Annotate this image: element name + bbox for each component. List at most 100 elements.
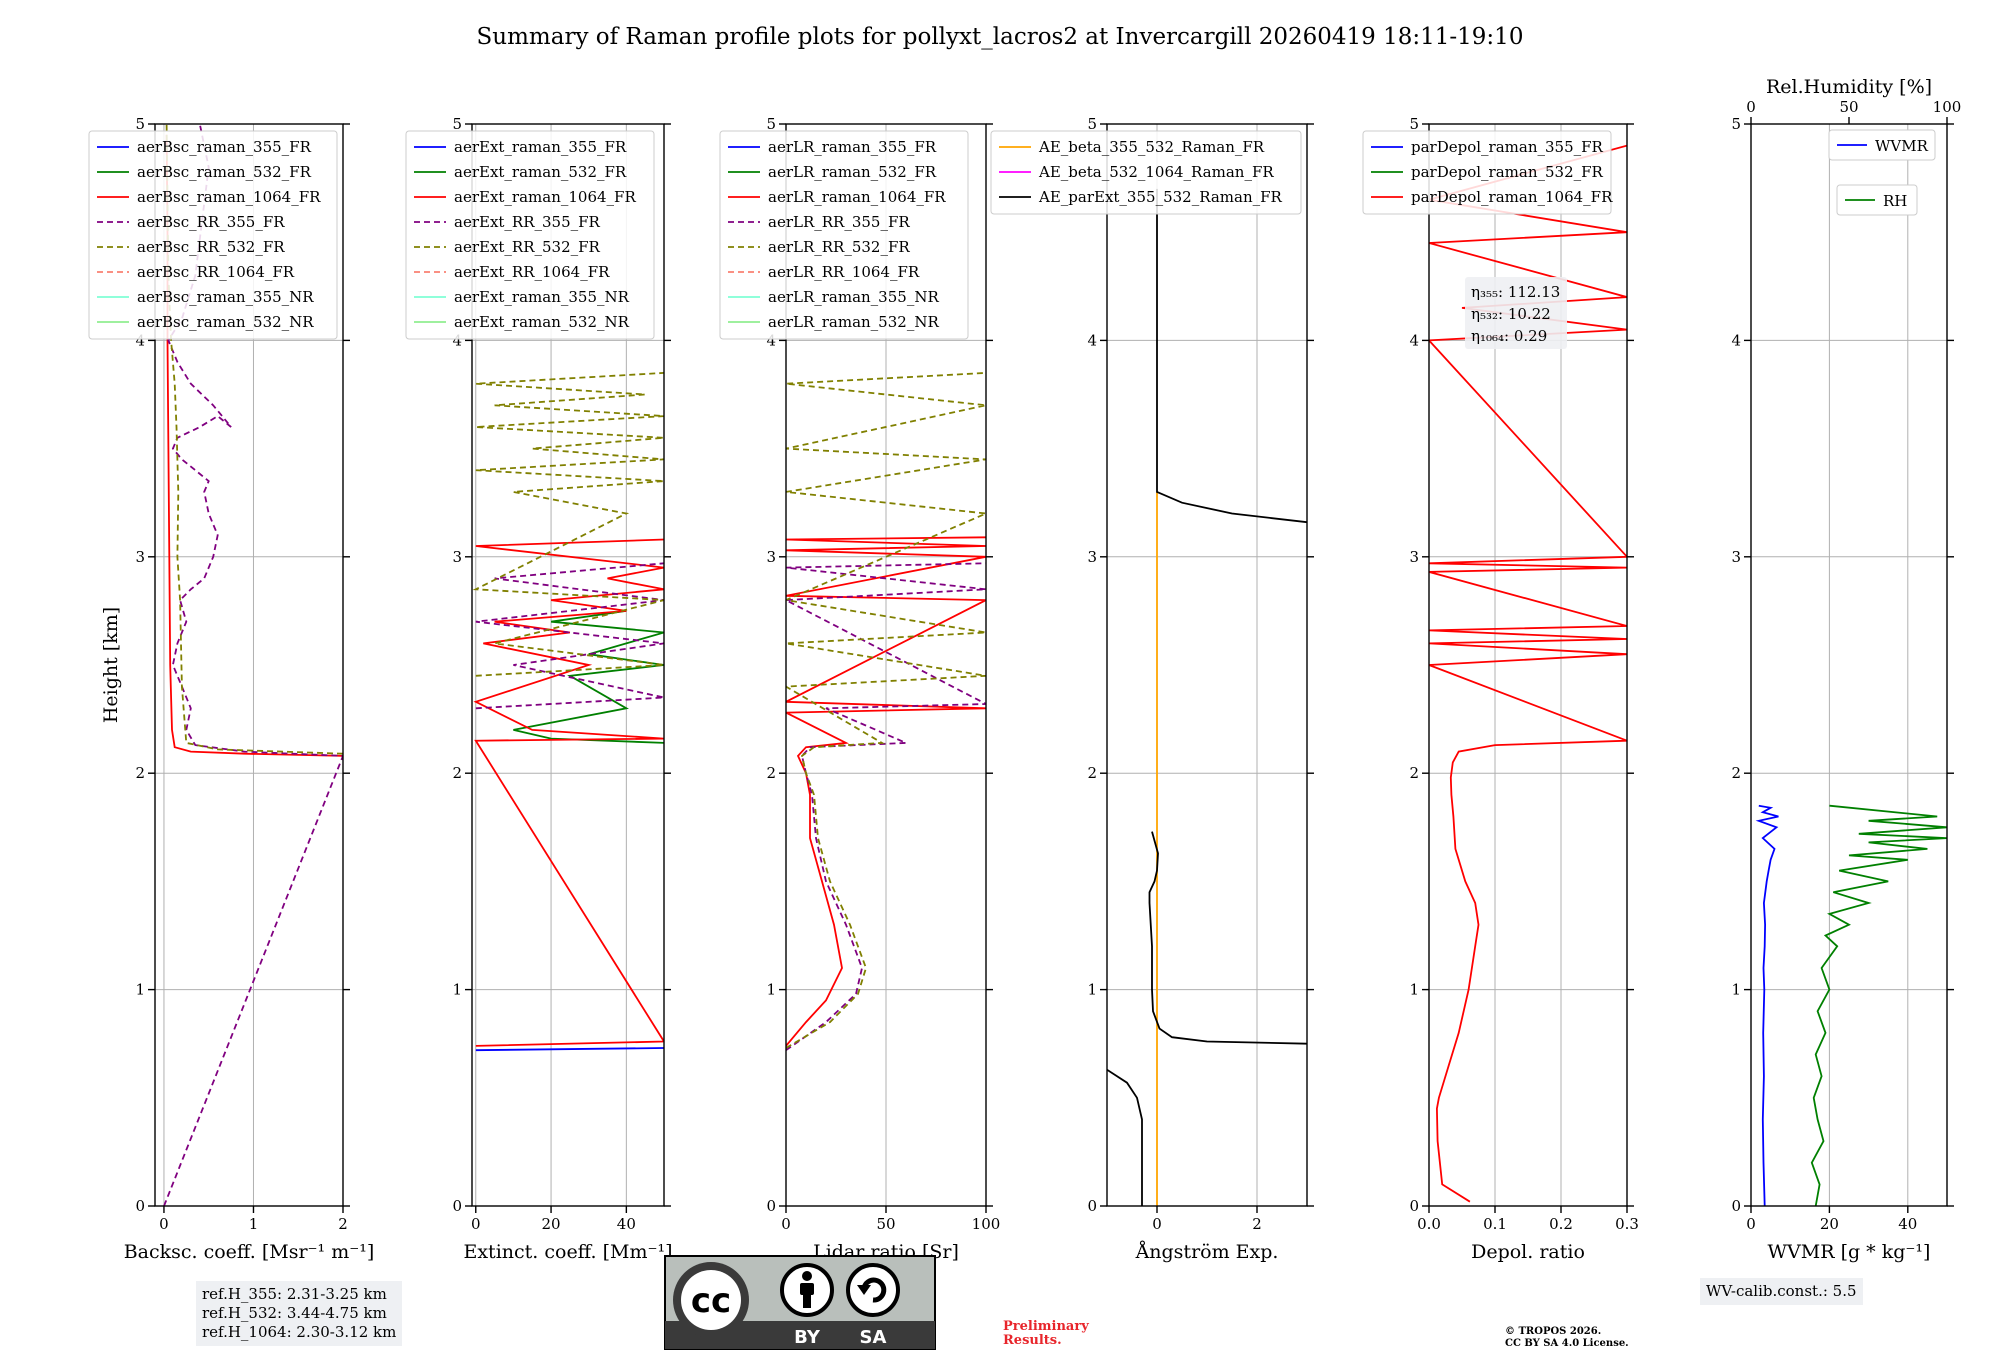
- x-tick-label: 50: [876, 1215, 895, 1233]
- cc-license-badge: cc BY SA: [664, 1255, 936, 1350]
- x-axis-label: Depol. ratio: [1471, 1241, 1585, 1263]
- annotation-box: [1465, 277, 1567, 349]
- series-line-AE_parExt_355_532_Raman_FR: [1107, 188, 1307, 1206]
- legend-box: [1362, 130, 1612, 215]
- wv-calib-const: WV-calib.const.: 5.5: [1706, 1282, 1857, 1300]
- legend-label: aerBsc_RR_532_FR: [137, 238, 285, 256]
- x-axis-label: Extinct. coeff. [Mm⁻¹]: [463, 1241, 672, 1263]
- preliminary-note: Preliminary Results.: [1003, 1320, 1089, 1348]
- preliminary-line-2: Results.: [1003, 1333, 1062, 1348]
- legend-label: aerLR_raman_1064_FR: [768, 188, 946, 206]
- y-tick-label: 1: [1087, 981, 1097, 999]
- y-tick-label: 3: [1087, 548, 1097, 566]
- legend-label: aerBsc_raman_532_NR: [137, 313, 314, 331]
- legend-label: AE_beta_532_1064_Raman_FR: [1038, 163, 1274, 181]
- chart-panel-angstrom: 0 1 2 3 4 5 0 2 Ångström Exp. AE_beta_355_532_Ram…: [990, 115, 1314, 1263]
- legend-label: aerBsc_raman_532_FR: [137, 163, 312, 181]
- copyright-line-1: © TROPOS 2026.: [1505, 1326, 1602, 1337]
- x-tick-label: 1: [249, 1215, 259, 1233]
- y-tick-label: 5: [766, 115, 776, 133]
- wv-calib-box: WV-calib.const.: 5.5: [1700, 1278, 1863, 1305]
- y-tick-label: 4: [1409, 331, 1419, 349]
- series-group: [1755, 804, 1947, 1206]
- x-axis-label: Ångström Exp.: [1135, 1241, 1279, 1263]
- legend-label: aerExt_RR_355_FR: [454, 213, 601, 231]
- x-tick-label: 20: [1820, 1215, 1839, 1233]
- legend-label: aerExt_RR_1064_FR: [454, 263, 610, 281]
- series-line-aerExt_RR_355_FR: [475, 562, 664, 710]
- annotation-line: η₅₃₂: 10.22: [1471, 305, 1551, 323]
- ref-height-532: ref.H_532: 3.44-4.75 km: [202, 1304, 387, 1322]
- x-tick-label: 0: [471, 1215, 481, 1233]
- y-tick-label: 4: [1087, 331, 1097, 349]
- y-tick-label: 4: [766, 331, 776, 349]
- chart-panel-backscatter: 0 1 2 3 4 5 0 1 2 Backsc. coeff. [Msr⁻¹ m⁻¹] Heigh…: [88, 115, 374, 1263]
- y-tick-label: 3: [135, 548, 145, 566]
- x-tick-label: 0: [781, 1215, 791, 1233]
- x2-tick-label: 0: [1746, 98, 1756, 116]
- figure-title: Summary of Raman profile plots for polly…: [477, 24, 1524, 50]
- x2-tick-label: 100: [1933, 98, 1962, 116]
- legend: aerLR_raman_355_FR aerLR_raman_532_FR aerL…: [719, 130, 969, 340]
- y-tick-label: 5: [135, 115, 145, 133]
- legend-label: aerBsc_RR_355_FR: [137, 213, 285, 231]
- legend: aerExt_raman_355_FR aerExt_raman_532_FRae…: [405, 130, 655, 340]
- x-tick-label: 0.1: [1483, 1215, 1507, 1233]
- y-tick-label: 5: [1409, 115, 1419, 133]
- legend-label: AE_beta_355_532_Raman_FR: [1038, 138, 1265, 156]
- legend-label: AE_parExt_355_532_Raman_FR: [1038, 188, 1283, 206]
- copyright-note: © TROPOS 2026. CC BY SA 4.0 License.: [1505, 1326, 1629, 1350]
- series-line-aerLR_RR_355_FR: [786, 562, 986, 1051]
- y-tick-label: 2: [452, 764, 462, 782]
- x-tick-label: 20: [542, 1215, 561, 1233]
- ref-height-355: ref.H_355: 2.31-3.25 km: [202, 1285, 387, 1303]
- series-group: [1429, 144, 1627, 1203]
- chart-panel-depolarization: 0 1 2 3 4 5 0.0 0.1 0.2 0.3 Depol. ratio parDepol_r…: [1362, 115, 1639, 1263]
- legend-box: [1828, 129, 1936, 161]
- plot-frame: [471, 123, 665, 1207]
- share-alike-icon: [846, 1263, 900, 1317]
- legend: WVMR: [1828, 129, 1936, 161]
- legend-label: WVMR: [1875, 137, 1929, 155]
- legend: aerBsc_raman_355_FR aerBsc_raman_532_FRae…: [88, 130, 338, 340]
- y-tick-label: 2: [1087, 764, 1097, 782]
- legend-label: aerExt_raman_355_NR: [454, 288, 630, 306]
- legend-label: parDepol_raman_532_FR: [1411, 163, 1604, 181]
- y-axis-label: Height [km]: [100, 607, 122, 723]
- legend-label: aerExt_RR_532_FR: [454, 238, 601, 256]
- y-tick-label: 3: [1409, 548, 1419, 566]
- series-line-aerBsc_RR_355_FR: [163, 124, 343, 1206]
- y-tick-label: 0: [135, 1197, 145, 1215]
- x-tick-label: 0.0: [1417, 1215, 1441, 1233]
- legend: parDepol_raman_355_FR parDepol_raman_532_…: [1362, 130, 1613, 215]
- legend-label: parDepol_raman_1064_FR: [1411, 188, 1613, 206]
- series-line-aerLR_raman_1064_FR: [786, 536, 986, 1047]
- y-tick-label: 0: [1087, 1197, 1097, 1215]
- legend-label: aerLR_RR_1064_FR: [768, 263, 920, 281]
- x-tick-label: 100: [972, 1215, 1001, 1233]
- x-tick-label: 0: [159, 1215, 169, 1233]
- by-label: BY: [794, 1327, 821, 1348]
- y-tick-label: 4: [135, 331, 145, 349]
- series-group: [1107, 188, 1307, 1206]
- annotation-line: η₃₅₅: 112.13: [1471, 283, 1560, 301]
- y-tick-label: 1: [135, 981, 145, 999]
- legend-label: aerBsc_raman_1064_FR: [137, 188, 321, 206]
- legend-label: aerLR_RR_532_FR: [768, 238, 910, 256]
- y-tick-label: 2: [1731, 764, 1741, 782]
- y-tick-label: 2: [766, 764, 776, 782]
- x-tick-label: 40: [617, 1215, 636, 1233]
- x-tick-label: 0: [1746, 1215, 1756, 1233]
- y-tick-label: 5: [1087, 115, 1097, 133]
- legend-label: aerLR_raman_532_FR: [768, 163, 937, 181]
- y-tick-label: 1: [1409, 981, 1419, 999]
- y-tick-label: 0: [452, 1197, 462, 1215]
- series-line-aerExt_RR_532_FR: [472, 372, 664, 677]
- legend-label: aerBsc_RR_1064_FR: [137, 263, 295, 281]
- x-tick-label: 0: [1152, 1215, 1162, 1233]
- legend-label: aerBsc_raman_355_NR: [137, 288, 314, 306]
- y-tick-label: 3: [452, 548, 462, 566]
- x2-tick-label: 50: [1839, 98, 1858, 116]
- y-tick-label: 5: [1731, 115, 1741, 133]
